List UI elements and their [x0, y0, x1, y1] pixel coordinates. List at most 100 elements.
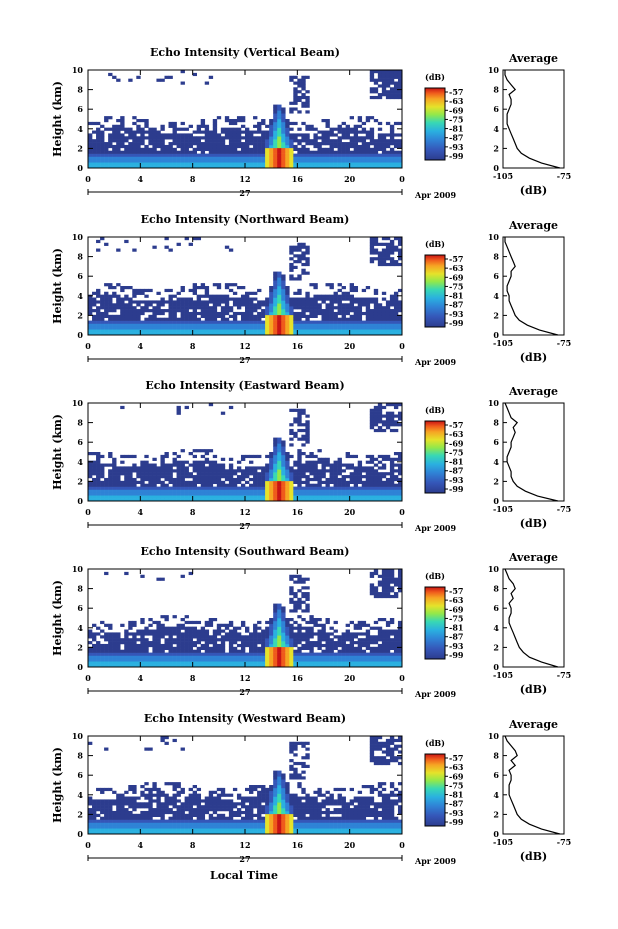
y-tick-label: 6: [77, 770, 83, 780]
colorbar-tick-label: -81: [449, 623, 463, 633]
x-tick-label: 16: [292, 341, 304, 351]
profile-y-tick-label: 2: [493, 809, 499, 819]
y-tick-label: 10: [72, 731, 84, 741]
x-tick-label: 4: [138, 341, 144, 351]
day-label: 27: [239, 854, 250, 864]
y-tick-label: 8: [77, 418, 83, 428]
date-label: Apr 2009: [414, 689, 457, 699]
panel-4: Echo Intensity (Southward Beam) 0 2 4 6 8 10 He…: [51, 545, 571, 699]
profile-y-tick-label: 0: [493, 330, 499, 340]
day-label: 27: [239, 188, 250, 198]
colorbar-tick-label: -75: [449, 114, 463, 124]
panel-5: Echo Intensity (Westward Beam) 0 2 4 6 8 10 Hei…: [51, 712, 571, 866]
profile-y-tick-label: 8: [493, 751, 499, 761]
profile-x-tick-label: -105: [493, 670, 513, 680]
panel-title: Echo Intensity (Northward Beam): [141, 213, 350, 226]
profile-y-tick-label: 8: [493, 584, 499, 594]
y-tick-label: 10: [72, 398, 84, 408]
colorbar-tick-label: -87: [449, 300, 463, 310]
y-tick-label: 10: [72, 232, 84, 242]
y-tick-label: 4: [77, 623, 83, 633]
profile-x-label: (dB): [520, 850, 547, 863]
y-tick-label: 4: [77, 291, 83, 301]
profile-x-label: (dB): [520, 351, 547, 364]
colorbar: [424, 586, 446, 660]
colorbar: [424, 254, 446, 328]
heatmap-field: [88, 736, 403, 835]
y-axis-label: Height (km): [51, 414, 64, 490]
colorbar-tick-label: -63: [449, 595, 464, 605]
heatmap-field: [88, 569, 403, 668]
x-tick-label: 16: [292, 174, 304, 184]
colorbar: [424, 753, 446, 827]
colorbar-tick-label: -57: [449, 420, 463, 430]
profile-y-tick-label: 2: [493, 143, 499, 153]
profile-y-tick-label: 8: [493, 418, 499, 428]
colorbar-tick-label: -81: [449, 457, 463, 467]
panel-title: Echo Intensity (Westward Beam): [144, 712, 346, 725]
x-tick-label: 8: [190, 341, 196, 351]
panel-title: Echo Intensity (Vertical Beam): [150, 46, 340, 59]
y-axis-label: Height (km): [51, 747, 64, 823]
colorbar: [424, 87, 446, 161]
profile-x-tick-label: -75: [557, 504, 571, 514]
heatmap-field: [88, 237, 403, 336]
colorbar-tick-label: -57: [449, 87, 463, 97]
day-label: 27: [239, 521, 250, 531]
colorbar-tick-label: -63: [449, 762, 464, 772]
y-tick-label: 8: [77, 584, 83, 594]
colorbar-tick-label: -81: [449, 790, 463, 800]
profile-frame: [502, 402, 565, 502]
x-tick-label: 0: [85, 840, 91, 850]
y-tick-label: 2: [77, 476, 83, 486]
profile-y-tick-label: 10: [488, 731, 500, 741]
colorbar-unit: (dB): [425, 738, 445, 748]
colorbar-tick-label: -87: [449, 799, 463, 809]
profile-y-tick-label: 0: [493, 496, 499, 506]
colorbar-unit: (dB): [425, 72, 445, 82]
profile-y-tick-label: 6: [493, 271, 499, 281]
x-tick-label: 12: [239, 507, 250, 517]
colorbar-tick-label: -99: [449, 151, 464, 161]
profile-x-tick-label: -75: [557, 171, 571, 181]
profile-x-tick-label: -105: [493, 504, 513, 514]
x-tick-label: 4: [138, 507, 144, 517]
y-tick-label: 6: [77, 104, 83, 114]
y-tick-label: 4: [77, 124, 83, 134]
profile-title: Average: [508, 551, 558, 564]
y-tick-label: 10: [72, 65, 84, 75]
x-tick-label: 0: [399, 341, 405, 351]
colorbar-tick-label: -69: [449, 438, 464, 448]
panel-title: Echo Intensity (Eastward Beam): [145, 379, 344, 392]
profile-title: Average: [508, 52, 558, 65]
profile-y-tick-label: 0: [493, 829, 499, 839]
colorbar-tick-label: -69: [449, 272, 464, 282]
profile-y-tick-label: 0: [493, 163, 499, 173]
colorbar-tick-label: -93: [449, 641, 464, 651]
profile-y-tick-label: 10: [488, 65, 500, 75]
colorbar-unit: (dB): [425, 239, 445, 249]
x-tick-label: 4: [138, 840, 144, 850]
profile-x-tick-label: -75: [557, 837, 571, 847]
x-tick-label: 20: [344, 174, 356, 184]
profile-y-tick-label: 4: [493, 124, 499, 134]
panel-title: Echo Intensity (Southward Beam): [141, 545, 350, 558]
profile-y-tick-label: 10: [488, 564, 500, 574]
x-tick-label: 8: [190, 840, 196, 850]
profile-y-tick-label: 8: [493, 252, 499, 262]
profile-y-tick-label: 6: [493, 104, 499, 114]
profile-line: [504, 735, 561, 835]
profile-y-tick-label: 2: [493, 642, 499, 652]
colorbar-tick-label: -57: [449, 586, 463, 596]
colorbar-tick-label: -63: [449, 96, 464, 106]
x-tick-label: 8: [190, 174, 196, 184]
profile-y-tick-label: 4: [493, 623, 499, 633]
panel-3: Echo Intensity (Eastward Beam) 0 2 4 6 8 10 Hei…: [51, 379, 571, 533]
date-label: Apr 2009: [414, 856, 457, 866]
x-tick-label: 4: [138, 673, 144, 683]
y-axis-label: Height (km): [51, 580, 64, 656]
colorbar-tick-label: -99: [449, 484, 464, 494]
x-tick-label: 20: [344, 341, 356, 351]
y-tick-label: 4: [77, 790, 83, 800]
y-tick-label: 0: [77, 163, 83, 173]
